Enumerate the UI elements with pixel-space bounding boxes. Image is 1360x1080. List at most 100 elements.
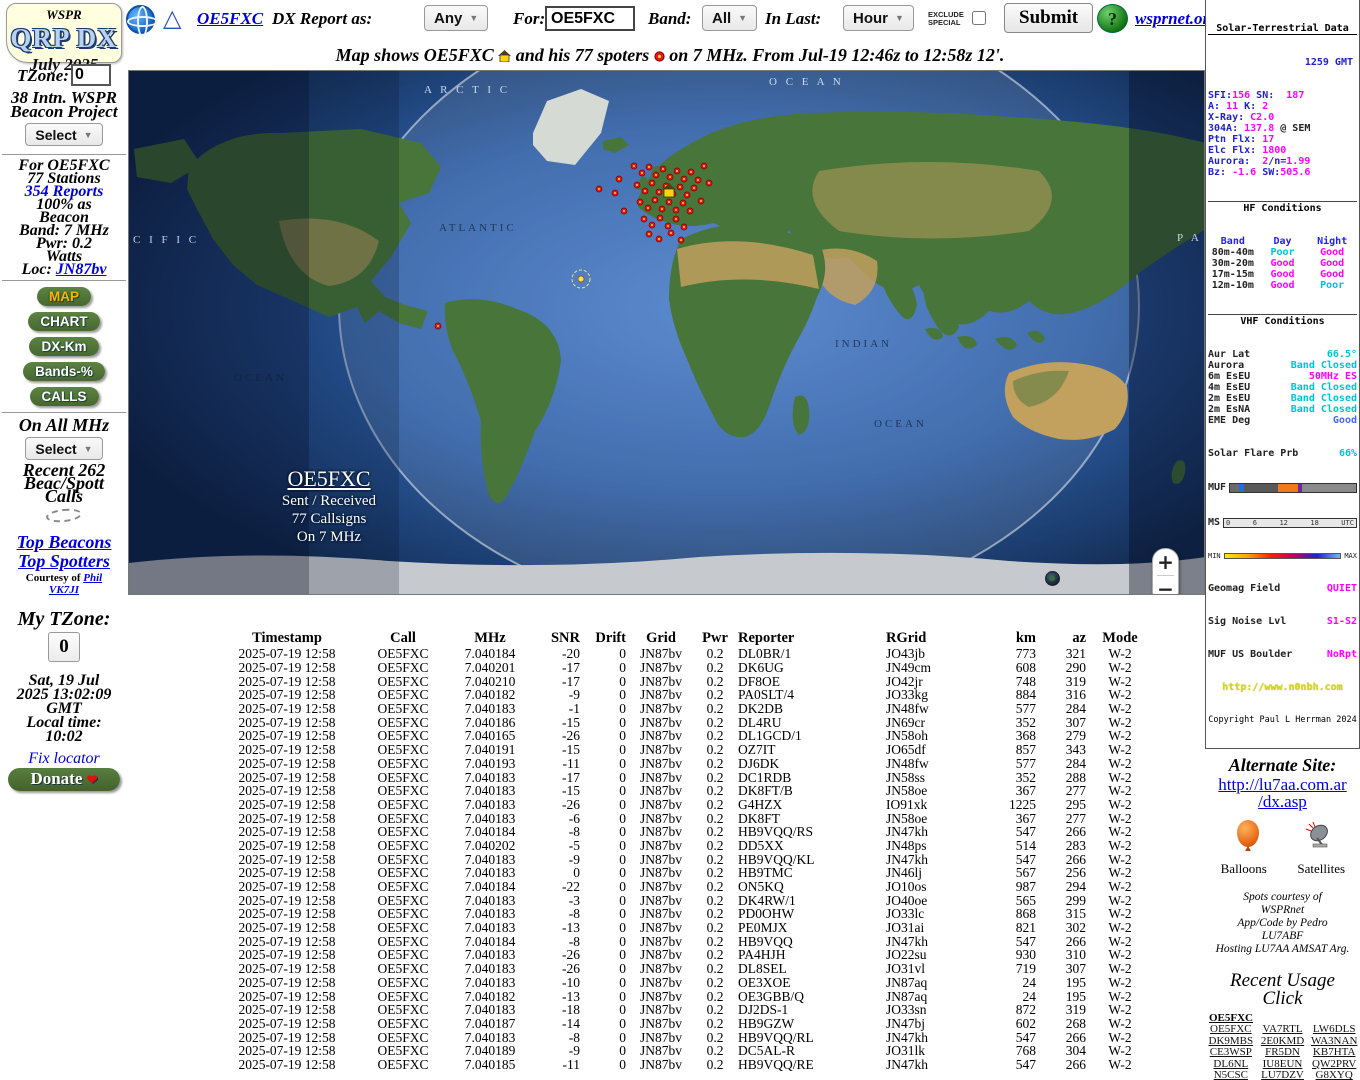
cell: JN49cm <box>886 660 931 676</box>
alternate-site-link[interactable]: http://lu7aa.com.ar /dx.asp <box>1205 776 1360 810</box>
vk7ji-link[interactable]: VK7JI <box>49 584 79 596</box>
cell: 367 <box>1015 810 1036 826</box>
recent-call-link[interactable]: IU8EUN <box>1262 1057 1303 1070</box>
recent-call-link[interactable]: DL6NL <box>1213 1057 1249 1070</box>
table-row: 2025-07-19 12:58 OE5FXC 7.040184 -8 0 JN87bv 0… <box>212 934 1152 948</box>
satellites-item[interactable] <box>1283 820 1353 853</box>
donate-button[interactable]: Donate ❤ <box>8 768 120 791</box>
report-as-dropdown[interactable]: Any ▼ <box>424 5 489 31</box>
project-select-dropdown[interactable]: Select ▼ <box>25 123 103 146</box>
cell: JN87bv <box>639 933 682 949</box>
cell: HB9TMC <box>738 865 793 881</box>
cell: -8 <box>568 824 580 840</box>
cell: 7.040183 <box>464 947 516 963</box>
recent-call-link[interactable]: VA7RTL <box>1262 1023 1303 1035</box>
column-header-az: az <box>1072 630 1086 646</box>
cell: -14 <box>562 1015 580 1031</box>
recent-call-link[interactable]: G8XYQ <box>1315 1069 1353 1080</box>
cell: JO43jb <box>886 646 926 662</box>
cell: DL1GCD/1 <box>738 728 802 744</box>
cell: 7.040183 <box>464 783 516 799</box>
recent-call-link[interactable]: N5CSC <box>1213 1069 1248 1080</box>
earth-view-icon[interactable] <box>1045 571 1060 586</box>
cell: JN87bv <box>639 646 682 662</box>
balloons-item[interactable] <box>1213 820 1283 853</box>
cell: 7.040183 <box>464 1002 516 1018</box>
home-station-icon[interactable] <box>662 183 676 198</box>
world-map[interactable]: A R C T I C O C E A N C I F I C ATLANTIC OCE… <box>128 70 1205 595</box>
exclude-special-checkbox[interactable] <box>972 11 986 25</box>
stats-reports-link[interactable]: 354 Reports <box>24 183 104 200</box>
cell: 0.2 <box>706 1029 724 1045</box>
view-button-bands[interactable]: Bands-% <box>23 362 105 381</box>
spotter-marker-center <box>623 210 625 212</box>
solar-terrestrial-panel[interactable]: Solar-Terrestrial Data 1259 GMT SFI:156 … <box>1205 0 1360 749</box>
recent-call-link[interactable]: OE5FXC <box>1210 1023 1252 1035</box>
help-icon[interactable]: ? <box>1097 4 1128 33</box>
cell: -6 <box>568 810 580 826</box>
cell: 0.2 <box>706 974 724 990</box>
selected-spot-marker[interactable] <box>577 275 585 283</box>
recent-call-link[interactable]: 2E0KMD <box>1260 1034 1305 1047</box>
local-time-value: 10:02 <box>45 728 83 745</box>
cell: -1 <box>568 701 580 717</box>
cell: JN47kh <box>886 1029 929 1045</box>
band-dropdown[interactable]: All ▼ <box>702 5 758 31</box>
cell: DK4RW/1 <box>738 892 796 908</box>
alt-link-line1: http://lu7aa.com.ar <box>1218 775 1347 794</box>
cell: 0 <box>619 1015 626 1031</box>
view-button-calls[interactable]: CALLS <box>29 387 99 406</box>
n0nbh-link[interactable]: http://www.n0nbh.com <box>1222 682 1343 693</box>
cell: -15 <box>562 783 580 799</box>
cell: 2025-07-19 12:58 <box>238 892 336 908</box>
submit-button[interactable]: Submit <box>1004 3 1094 33</box>
hf-header-row: Band Day Night <box>1220 236 1348 247</box>
view-button-dxkm[interactable]: DX-Km <box>29 337 99 356</box>
cell: 7.040185 <box>464 1056 516 1072</box>
phil-link[interactable]: Phil <box>83 572 103 584</box>
wsprnet-link[interactable]: wsprnet.org <box>1135 9 1218 28</box>
qrp-dx-logo[interactable]: WSPR QRP DX July 2025 <box>6 3 122 74</box>
recent-call-link[interactable]: OE5FXC <box>1209 1012 1253 1024</box>
cell: OE5FXC <box>377 933 429 949</box>
balloons-label: Balloons <box>1220 861 1267 876</box>
cell: -17 <box>562 769 580 785</box>
spotter-marker-center <box>662 168 664 170</box>
fix-locator-link[interactable]: Fix locator <box>28 750 100 767</box>
cell: W-2 <box>1108 646 1132 662</box>
cell: W-2 <box>1108 783 1132 799</box>
my-tzone-button[interactable]: 0 <box>48 632 80 662</box>
top-spotters-link[interactable]: Top Spotters <box>18 551 110 571</box>
recent-call-link[interactable]: FR5DN <box>1265 1046 1300 1059</box>
cell: 857 <box>1015 742 1036 758</box>
cell: W-2 <box>1108 660 1132 676</box>
recent-call-link[interactable]: QW2PRV <box>1312 1057 1357 1070</box>
spotter-marker-center <box>641 172 643 174</box>
zoom-out-button[interactable]: − <box>1157 577 1174 595</box>
triangle-icon[interactable]: △ <box>163 4 182 32</box>
cell: 547 <box>1015 1029 1036 1045</box>
in-last-dropdown[interactable]: Hour ▼ <box>843 5 914 31</box>
view-button-map[interactable]: MAP <box>37 287 91 306</box>
recent-call-link[interactable]: KB7HTA <box>1312 1046 1356 1059</box>
station-callsign-link[interactable]: OE5FXC <box>197 9 264 28</box>
recent-call-link[interactable]: LU7DZV <box>1261 1069 1304 1080</box>
view-button-chart[interactable]: CHART <box>28 312 100 331</box>
recent-call-link[interactable]: WA3NAN <box>1310 1034 1358 1047</box>
stats-loc-link[interactable]: JN87bv <box>55 261 107 278</box>
top-beacons-link[interactable]: Top Beacons <box>16 532 112 552</box>
recent-call-link[interactable]: CE3WSP <box>1209 1046 1252 1059</box>
recent-call-link[interactable]: DK9MBS <box>1208 1034 1254 1047</box>
cell: DK6UG <box>738 660 784 676</box>
cell: 0 <box>619 810 626 826</box>
for-callsign-input[interactable] <box>545 6 635 31</box>
globe-icon[interactable] <box>126 5 158 37</box>
table-row: 2025-07-19 12:58 OE5FXC 7.040183 -1 0 JN87bv 0… <box>212 702 1152 716</box>
mhz-select-dropdown[interactable]: Select ▼ <box>25 437 103 460</box>
zoom-in-button[interactable]: + <box>1157 550 1174 574</box>
recent-call-link[interactable]: LW6DLS <box>1312 1023 1356 1035</box>
night-shade-left2 <box>309 71 399 594</box>
cell: OE5FXC <box>377 769 429 785</box>
tzone-input[interactable] <box>70 64 111 86</box>
cell: JN87bv <box>639 783 682 799</box>
